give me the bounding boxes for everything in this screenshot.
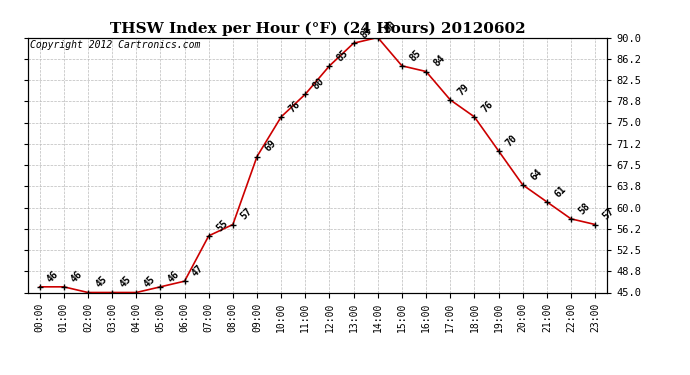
Text: Copyright 2012 Cartronics.com: Copyright 2012 Cartronics.com — [30, 40, 201, 50]
Text: 79: 79 — [456, 82, 471, 97]
Text: 46: 46 — [46, 268, 61, 284]
Text: 76: 76 — [480, 99, 495, 114]
Text: 80: 80 — [311, 76, 326, 92]
Title: THSW Index per Hour (°F) (24 Hours) 20120602: THSW Index per Hour (°F) (24 Hours) 2012… — [110, 22, 525, 36]
Text: 45: 45 — [118, 274, 133, 290]
Text: 90: 90 — [384, 20, 399, 35]
Text: 89: 89 — [359, 25, 375, 40]
Text: 84: 84 — [432, 53, 447, 69]
Text: 61: 61 — [553, 184, 568, 199]
Text: 76: 76 — [287, 99, 302, 114]
Text: 64: 64 — [529, 166, 544, 182]
Text: 57: 57 — [239, 206, 254, 222]
Text: 85: 85 — [335, 48, 351, 63]
Text: 55: 55 — [215, 217, 230, 233]
Text: 57: 57 — [601, 206, 616, 222]
Text: 45: 45 — [94, 274, 109, 290]
Text: 45: 45 — [142, 274, 157, 290]
Text: 70: 70 — [504, 133, 520, 148]
Text: 46: 46 — [166, 268, 181, 284]
Text: 58: 58 — [577, 201, 592, 216]
Text: 69: 69 — [263, 138, 278, 154]
Text: 46: 46 — [70, 268, 85, 284]
Text: 85: 85 — [408, 48, 423, 63]
Text: 47: 47 — [190, 263, 206, 278]
